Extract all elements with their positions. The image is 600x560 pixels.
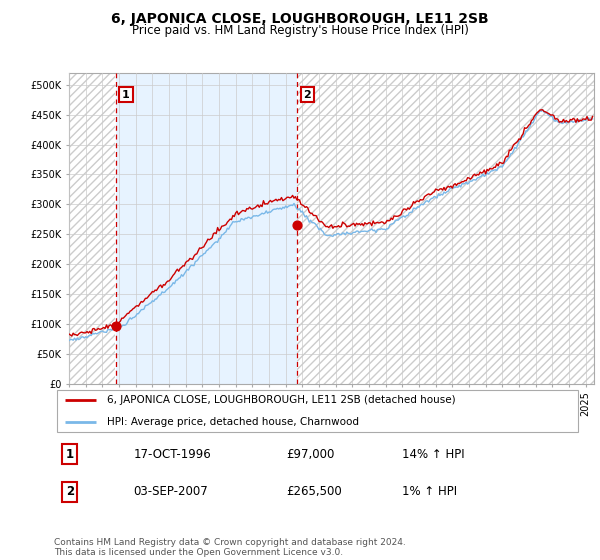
Text: £97,000: £97,000 [286,447,335,461]
Text: HPI: Average price, detached house, Charnwood: HPI: Average price, detached house, Char… [107,417,359,427]
Text: 6, JAPONICA CLOSE, LOUGHBOROUGH, LE11 2SB (detached house): 6, JAPONICA CLOSE, LOUGHBOROUGH, LE11 2S… [107,395,455,405]
Point [292,221,302,230]
Point [110,321,120,330]
Text: 6, JAPONICA CLOSE, LOUGHBOROUGH, LE11 2SB: 6, JAPONICA CLOSE, LOUGHBOROUGH, LE11 2S… [111,12,489,26]
Text: Contains HM Land Registry data © Crown copyright and database right 2024.
This d: Contains HM Land Registry data © Crown c… [54,538,406,557]
Bar [69,73,115,384]
Text: 17-OCT-1996: 17-OCT-1996 [133,447,211,461]
Bar [297,73,594,384]
Text: Price paid vs. HM Land Registry's House Price Index (HPI): Price paid vs. HM Land Registry's House … [131,24,469,37]
Text: 14% ↑ HPI: 14% ↑ HPI [403,447,465,461]
Text: £265,500: £265,500 [286,486,342,498]
Bar [115,73,297,384]
Text: 1: 1 [122,90,130,100]
Text: 2: 2 [66,486,74,498]
Text: 03-SEP-2007: 03-SEP-2007 [133,486,208,498]
Text: 1% ↑ HPI: 1% ↑ HPI [403,486,458,498]
Text: 1: 1 [66,447,74,461]
FancyBboxPatch shape [56,390,578,432]
Text: 2: 2 [304,90,311,100]
